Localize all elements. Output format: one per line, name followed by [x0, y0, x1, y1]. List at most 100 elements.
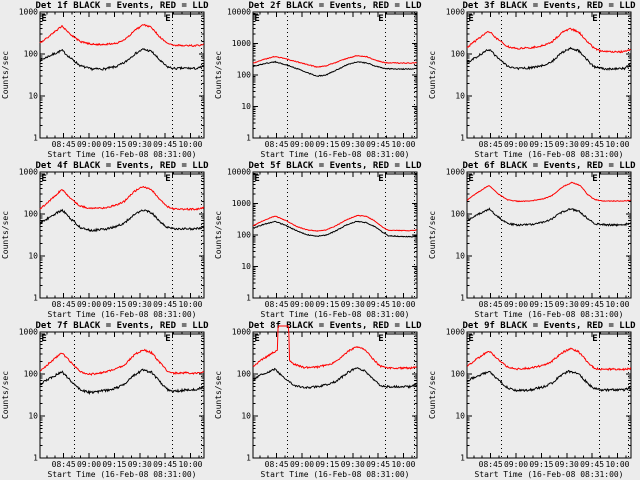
y-tick-label: 1000	[445, 328, 464, 337]
detector-panel-1: Det 1f BLACK = Events, RED = LLD 08:45 09:…	[0, 0, 213, 160]
series-lld	[253, 54, 418, 68]
eclipse-marker-left: E	[468, 334, 473, 344]
plot-box	[252, 171, 418, 299]
x-tick-label: 09:45	[366, 300, 390, 309]
y-tick-label: 1	[247, 133, 252, 142]
series-lld	[466, 347, 631, 372]
y-tick-label: 100	[237, 231, 252, 240]
x-tick-label: 09:00	[77, 460, 101, 469]
detector-panel-7: Det 7f BLACK = Events, RED = LLD 08:45 09:…	[0, 320, 213, 480]
x-axis-label: Start Time (16-Feb-08 08:31:00)	[47, 310, 196, 319]
x-axis-label: Start Time (16-Feb-08 08:31:00)	[261, 310, 410, 319]
panel-title: Det 6f BLACK = Events, RED = LLD	[462, 161, 635, 171]
y-tick-label: 1000	[232, 199, 251, 208]
x-tick-label: 09:30	[554, 460, 578, 469]
x-tick-label: 09:15	[102, 460, 126, 469]
x-tick-label: 09:30	[128, 300, 152, 309]
x-axis-label: Start Time (16-Feb-08 08:31:00)	[261, 470, 410, 479]
y-tick-label: 1	[33, 293, 38, 302]
x-tick-label: 09:45	[580, 140, 604, 149]
x-axis-label: Start Time (16-Feb-08 08:31:00)	[47, 150, 196, 159]
x-tick-label: 09:15	[316, 460, 340, 469]
x-tick-label: 09:00	[504, 140, 528, 149]
x-tick-label: 09:45	[580, 460, 604, 469]
detector-panel-9: Det 9f BLACK = Events, RED = LLD 08:45 09:…	[427, 320, 640, 480]
detector-panel-2: Det 2f BLACK = Events, RED = LLD 08:45 09:…	[213, 0, 426, 160]
eclipse-marker-left: E	[41, 14, 46, 24]
y-tick-label: 1000	[232, 328, 251, 337]
x-axis-label: Start Time (16-Feb-08 08:31:00)	[261, 150, 410, 159]
x-tick-label: 08:45	[478, 300, 502, 309]
y-axis-label: Counts/sec	[1, 51, 10, 99]
eclipse-marker-right: E	[379, 174, 384, 184]
y-tick-label: 10	[28, 411, 38, 420]
x-tick-label: 09:30	[341, 460, 365, 469]
y-tick-label: 100	[24, 210, 39, 219]
detector-panel-3: Det 3f BLACK = Events, RED = LLD 08:45 09:…	[427, 0, 640, 160]
y-tick-label: 10	[455, 91, 465, 100]
series-events	[253, 60, 418, 77]
eclipse-marker-left: E	[255, 334, 260, 344]
y-tick-label: 100	[24, 50, 39, 59]
y-axis-label: Counts/sec	[1, 211, 10, 259]
eclipse-marker-left: E	[255, 174, 260, 184]
y-tick-label: 1000	[232, 39, 251, 48]
y-tick-label: 10	[28, 91, 38, 100]
y-tick-label: 10	[242, 102, 252, 111]
x-tick-label: 10:00	[392, 460, 416, 469]
x-tick-label: 08:45	[265, 300, 289, 309]
x-tick-label: 08:45	[265, 460, 289, 469]
series-lld	[466, 27, 631, 54]
x-tick-label: 09:45	[366, 460, 390, 469]
eclipse-marker-right: E	[379, 334, 384, 344]
y-axis-label: Counts/sec	[428, 211, 437, 259]
y-tick-label: 10	[242, 411, 252, 420]
x-axis-label: Start Time (16-Feb-08 08:31:00)	[47, 470, 196, 479]
x-tick-label: 09:45	[153, 140, 177, 149]
panel-title: Det 2f BLACK = Events, RED = LLD	[249, 1, 422, 11]
x-tick-label: 09:45	[153, 300, 177, 309]
series-events	[39, 208, 205, 233]
plot-box	[466, 171, 632, 299]
series-events	[466, 207, 631, 227]
detector-panel-6: Det 6f BLACK = Events, RED = LLD 08:45 09:…	[427, 160, 640, 320]
y-axis-label: Counts/sec	[214, 211, 223, 259]
y-tick-label: 100	[450, 50, 465, 59]
x-tick-label: 10:00	[605, 460, 629, 469]
y-tick-label: 1000	[445, 8, 464, 17]
plot-box	[39, 171, 205, 299]
y-tick-label: 1	[460, 293, 465, 302]
x-tick-label: 08:45	[265, 140, 289, 149]
series-events	[253, 220, 418, 238]
x-tick-label: 09:00	[77, 140, 101, 149]
detector-panel-8: Det 8f BLACK = Events, RED = LLD 08:45 09:…	[213, 320, 426, 480]
y-tick-label: 1	[33, 133, 38, 142]
x-tick-label: 08:45	[52, 140, 76, 149]
eclipse-marker-left: E	[468, 174, 473, 184]
y-axis-label: Counts/sec	[214, 51, 223, 99]
x-tick-label: 09:15	[529, 300, 553, 309]
series-lld	[39, 23, 204, 47]
y-tick-label: 100	[237, 71, 252, 80]
x-tick-label: 08:45	[52, 460, 76, 469]
y-tick-label: 1000	[19, 328, 38, 337]
y-tick-label: 10000	[227, 8, 251, 17]
panel-title: Det 7f BLACK = Events, RED = LLD	[35, 321, 208, 331]
x-tick-label: 10:00	[392, 300, 416, 309]
x-tick-label: 10:00	[605, 300, 629, 309]
series-lld	[39, 348, 204, 376]
plot-box	[252, 331, 418, 459]
x-tick-label: 09:30	[554, 300, 578, 309]
x-tick-label: 09:15	[316, 140, 340, 149]
series-events	[252, 367, 418, 390]
detector-panel-5: Det 5f BLACK = Events, RED = LLD 08:45 09:…	[213, 160, 426, 320]
series-lld	[466, 181, 631, 203]
x-tick-label: 08:45	[478, 460, 502, 469]
x-tick-label: 09:00	[77, 300, 101, 309]
eclipse-marker-right: E	[165, 334, 170, 344]
x-tick-label: 10:00	[178, 460, 202, 469]
series-events	[466, 369, 631, 393]
